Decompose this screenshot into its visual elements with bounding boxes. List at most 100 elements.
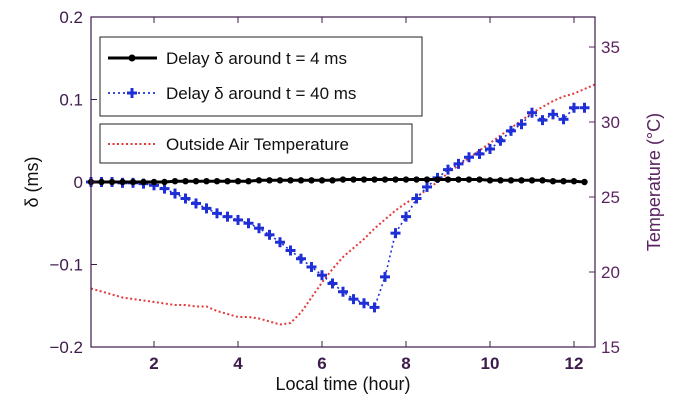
legend-label-temperature: Outside Air Temperature	[166, 135, 349, 154]
data-point-delay-4ms	[339, 176, 347, 183]
data-point-delay-40ms	[296, 253, 306, 264]
x-tick-label: 2	[149, 354, 158, 373]
data-point-delay-4ms	[392, 176, 399, 183]
data-point-delay-4ms	[476, 176, 483, 183]
y-tick-label-right: 35	[601, 38, 620, 57]
data-point-delay-4ms	[560, 177, 567, 185]
data-point-delay-40ms	[306, 261, 317, 272]
data-point-delay-4ms	[413, 176, 420, 183]
data-point-delay-4ms	[224, 177, 231, 185]
data-point-delay-40ms	[537, 115, 548, 126]
data-point-delay-40ms	[390, 228, 401, 239]
y-tick-label-left: −0.2	[49, 338, 83, 357]
data-point-delay-4ms	[297, 177, 305, 184]
y-axis-label-right: Temperature (°C)	[644, 113, 664, 251]
y-tick-label-right: 15	[601, 338, 620, 357]
data-point-delay-4ms	[318, 177, 326, 184]
data-point-delay-40ms	[233, 214, 243, 225]
data-point-delay-4ms	[497, 177, 504, 184]
data-point-delay-4ms	[266, 177, 273, 184]
data-point-delay-4ms	[581, 178, 588, 186]
data-point-delay-4ms	[444, 176, 452, 183]
data-point-delay-4ms	[434, 176, 441, 183]
data-point-delay-40ms	[548, 109, 558, 120]
data-point-delay-40ms	[453, 158, 464, 169]
data-point-delay-4ms	[213, 177, 221, 185]
data-point-delay-4ms	[423, 176, 431, 183]
data-point-delay-40ms	[422, 181, 432, 192]
plot-data-layer	[86, 83, 596, 326]
data-point-delay-40ms	[275, 237, 285, 248]
data-point-delay-40ms	[170, 188, 180, 199]
data-point-delay-4ms	[255, 177, 263, 184]
data-point-delay-4ms	[245, 177, 252, 185]
series-line-delay-40ms	[91, 106, 585, 309]
data-point-delay-40ms	[264, 229, 275, 240]
legend-label-delay-40ms: Delay δ around t = 40 ms	[166, 84, 356, 103]
data-point-delay-40ms	[495, 135, 506, 146]
data-point-delay-40ms	[348, 294, 359, 305]
x-tick-label: 10	[481, 354, 500, 373]
data-point-delay-40ms	[201, 203, 212, 214]
data-point-delay-40ms	[359, 298, 369, 309]
data-point-delay-40ms	[338, 286, 348, 297]
data-point-delay-40ms	[285, 245, 296, 256]
y-tick-label-left: 0.2	[59, 8, 83, 27]
data-point-delay-40ms	[191, 198, 201, 209]
legend: Delay δ around t = 4 ms Delay δ around t …	[99, 36, 423, 164]
data-point-delay-4ms	[234, 177, 242, 185]
data-point-delay-4ms	[108, 178, 116, 186]
y-tick-label-left: 0	[74, 173, 83, 192]
data-point-delay-4ms	[119, 178, 126, 186]
data-point-delay-4ms	[203, 177, 210, 185]
data-point-delay-4ms	[329, 177, 336, 184]
y-tick-label-left: 0.1	[59, 91, 83, 110]
data-point-delay-40ms	[516, 119, 527, 130]
data-point-delay-4ms	[455, 176, 462, 183]
data-point-delay-4ms	[518, 177, 525, 184]
y-tick-label-right: 30	[601, 113, 620, 132]
data-point-delay-4ms	[98, 178, 105, 186]
data-point-delay-40ms	[411, 193, 422, 204]
data-point-delay-40ms	[558, 114, 569, 125]
data-point-delay-40ms	[464, 152, 474, 163]
data-point-delay-4ms	[308, 177, 315, 184]
data-point-delay-40ms	[327, 278, 338, 289]
data-point-delay-4ms	[402, 176, 410, 183]
data-point-delay-40ms	[579, 102, 590, 113]
data-point-delay-4ms	[171, 177, 179, 185]
data-point-delay-4ms	[350, 176, 357, 183]
data-point-delay-4ms	[465, 176, 473, 183]
y-tick-label-right: 20	[601, 263, 620, 282]
data-point-delay-40ms	[506, 125, 516, 136]
data-point-delay-4ms	[549, 177, 557, 185]
axis-ticks-layer: 2 4 6 8 10 12 −0.2 −0.1 0 0.1 0.2 15 20 25 30 35	[49, 8, 619, 373]
data-point-delay-40ms	[222, 211, 233, 222]
data-point-delay-40ms	[159, 183, 170, 194]
data-point-delay-4ms	[371, 176, 378, 183]
data-point-delay-40ms	[474, 148, 485, 159]
data-point-delay-4ms	[150, 178, 158, 186]
y-tick-label-right: 25	[601, 188, 620, 207]
data-point-delay-40ms	[443, 164, 453, 175]
data-point-delay-40ms	[369, 302, 380, 313]
data-point-delay-40ms	[569, 102, 579, 113]
data-point-delay-40ms	[380, 271, 390, 282]
data-point-delay-4ms	[276, 177, 284, 184]
x-axis-label: Local time (hour)	[275, 374, 410, 394]
x-tick-label: 12	[565, 354, 584, 373]
legend-label-delay-4ms: Delay δ around t = 4 ms	[166, 49, 347, 68]
data-point-delay-4ms	[486, 177, 494, 184]
x-tick-label: 8	[401, 354, 410, 373]
data-point-delay-4ms	[129, 178, 137, 186]
data-point-delay-40ms	[212, 208, 222, 219]
x-tick-label: 6	[317, 354, 326, 373]
data-point-delay-4ms	[192, 177, 200, 185]
data-point-delay-40ms	[485, 144, 495, 154]
data-point-delay-4ms	[140, 178, 147, 186]
data-point-delay-40ms	[527, 107, 537, 118]
data-point-delay-4ms	[381, 176, 389, 183]
data-point-delay-4ms	[287, 177, 294, 184]
y-axis-label-left: δ (ms)	[22, 156, 42, 207]
